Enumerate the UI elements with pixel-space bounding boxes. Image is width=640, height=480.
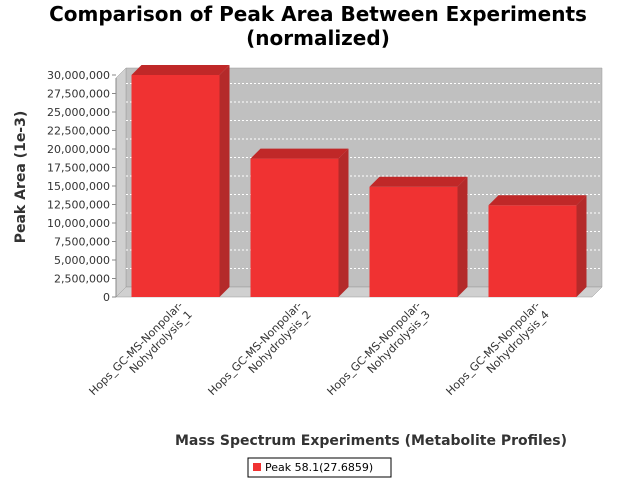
bar-front (369, 186, 458, 297)
bar (250, 148, 349, 297)
chart-subtitle: (normalized) (246, 26, 390, 50)
bar-side (457, 176, 468, 297)
bar (369, 176, 468, 297)
bar-side (576, 195, 587, 297)
y-axis: 0 2,500,000 5,000,000 7,500,000 10,000,000 12… (47, 69, 117, 304)
y-tick-label: 10,000,000 (47, 217, 110, 230)
y-tick-label: 12,500,000 (47, 199, 110, 212)
y-tick-label: 15,000,000 (47, 180, 110, 193)
y-tick-label: 17,500,000 (47, 162, 110, 175)
bar-side (338, 148, 349, 297)
bar-front (131, 75, 220, 297)
legend: Peak 58.1(27.6859) (247, 457, 392, 478)
x-axis: Hops_GC-MS-Nonpolar-Nohydrolysis_1 Hops_G… (87, 299, 552, 407)
legend-swatch (253, 463, 261, 471)
bar-top (369, 176, 468, 187)
bar-top (131, 65, 230, 75)
x-tick-label: Hops_GC-MS-Nonpolar-Nohydrolysis_4 (444, 299, 552, 407)
bar (488, 195, 587, 297)
x-tick-label: Hops_GC-MS-Nonpolar-Nohydrolysis_3 (325, 299, 433, 407)
y-tick-label: 22,500,000 (47, 125, 110, 138)
legend-box (247, 457, 392, 478)
legend-entry: Peak 58.1(27.6859) (265, 461, 373, 474)
plot-side-wall (115, 67, 127, 298)
y-tick-label: 30,000,000 (47, 69, 110, 82)
y-tick-label: 7,500,000 (54, 236, 110, 249)
bar-top (488, 195, 587, 206)
chart-title: Comparison of Peak Area Between Experime… (49, 2, 587, 26)
y-tick-label: 0 (103, 291, 110, 304)
bars (131, 65, 587, 297)
y-tick-label: 25,000,000 (47, 106, 110, 119)
x-tick-label: Hops_GC-MS-Nonpolar-Nohydrolysis_1 (87, 299, 195, 407)
x-tick-label: Hops_GC-MS-Nonpolar-Nohydrolysis_2 (206, 299, 314, 407)
y-tick-label: 5,000,000 (54, 254, 110, 267)
y-axis-label: Peak Area (1e-3) (13, 111, 29, 244)
bar-top (250, 148, 349, 159)
y-tick-label: 27,500,000 (47, 88, 110, 101)
x-axis-label: Mass Spectrum Experiments (Metabolite Pr… (175, 433, 567, 449)
bar-front (250, 158, 339, 297)
bar-front (488, 205, 577, 297)
bar (131, 65, 230, 297)
bar-side (219, 65, 230, 297)
y-tick-label: 2,500,000 (54, 273, 110, 286)
y-tick-label: 20,000,000 (47, 143, 110, 156)
